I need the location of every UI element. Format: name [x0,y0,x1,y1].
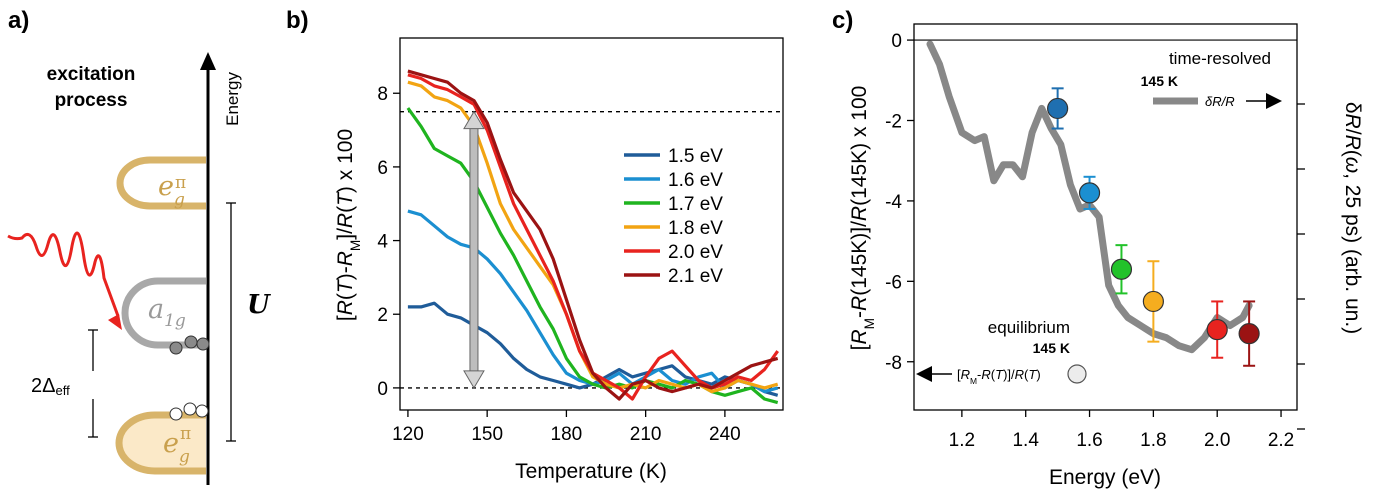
upper-eg-level [116,156,206,210]
y-tick-label: 4 [377,232,388,253]
upper-eg-superscript: π [175,173,186,193]
upper-eg-symbol: eg [158,171,185,210]
y-axis-label-right-c: δR/R(ω, 25 ps) (arb. un.) [1341,102,1364,334]
x-tick-label: 120 [392,424,424,445]
y-tick-label: -2 [885,112,902,133]
y-ticks-b: 0 2 4 6 8 [377,84,400,400]
data-point [1078,182,1101,204]
x-tick-label: 1.2 [949,430,975,451]
y-tick-label: 8 [377,84,388,105]
hole-empty [195,404,209,418]
time-resolved-temp: 145 K [1141,73,1178,89]
light-pulse-icon [7,231,120,317]
hole-empty [169,407,183,421]
x-axis-label-c: Energy (eV) [1049,466,1161,489]
y-axis-label-left-c: [RM-R(145K)]/R(145K) x 100 [848,86,877,351]
y-tick-label: 2 [377,305,388,326]
light-pulse-arrowhead [108,314,122,330]
reference-lines-b [400,110,783,389]
panel-a: a) excitation process Energy eg π a1g eg… [7,7,271,485]
data-point [1206,318,1228,341]
energy-axis-label: Energy [223,72,242,126]
panel-c: c) 1.2 1.4 1.6 1.8 2.0 2.2 0 -2 -4 -6 -8 time-res… [832,7,1364,489]
panel-c-label: c) [832,7,853,34]
series-line [407,69,779,401]
a1g-level [121,277,206,349]
points-legend-marker [1067,364,1087,384]
legend-label: 1.6 eV [668,170,723,191]
data-point [1238,323,1260,345]
arrow-head-up [463,110,485,130]
right-ticks-c [1297,103,1305,430]
y-tick-label: -6 [885,272,902,293]
arrow-head-down [463,370,485,389]
time-resolved-label: time-resolved [1169,49,1271,68]
panel-b-label: b) [286,7,309,34]
x-tick-label: 210 [630,424,662,445]
electron-filled [184,335,198,349]
lower-eg-superscript: π [180,424,191,444]
legend-label: 2.1 eV [668,266,723,287]
gap-label: 2Δeff [31,375,70,398]
x-tick-label: 2.0 [1204,430,1230,451]
double-arrow-b [463,110,485,389]
a1g-symbol: a1g [148,294,186,331]
points-group-c [1047,87,1260,367]
y-tick-label: -8 [885,353,902,374]
data-point [1047,97,1069,120]
process-title-line2: process [55,90,128,111]
arrow-shaft [469,127,479,373]
legend-label: 1.7 eV [668,194,723,215]
hole-empty [183,402,197,416]
lower-eg-symbol: eg [163,428,190,467]
plot-frame-b [399,37,784,411]
plot-frame-c [913,23,1298,411]
trace-line [926,40,1253,354]
legend-label: 1.8 eV [668,218,723,239]
lower-eg-level [115,411,206,475]
y-tick-label: 0 [891,31,902,52]
electron-filled [169,341,183,355]
process-title-line1: excitation [47,64,136,85]
y-tick-label: 6 [377,158,388,179]
data-point [1142,290,1164,313]
y-tick-label: 0 [377,379,388,400]
lower-eg-fill [119,415,206,471]
panel-a-label: a) [8,7,29,34]
x-tick-label: 150 [471,424,503,445]
x-tick-label: 240 [709,424,741,445]
equilibrium-temp: 145 K [1033,340,1070,356]
legend-label: 2.0 eV [668,242,723,263]
legend-label: 1.5 eV [668,146,723,167]
y-ticks-c: 0 -2 -4 -6 -8 [885,31,914,374]
x-axis-label-b: Temperature (K) [515,460,667,483]
y-axis-label-b: [R(T)-RM]/R(T) x 100 [334,129,363,321]
panel-b: b) 120 150 180 210 240 0 2 4 6 8 1.5 eV 1.6 eV 1.7… [286,7,784,483]
points-legend-label: [RM-R(T)]/R(T) [957,367,1041,386]
x-ticks-b: 120 150 180 210 240 [392,410,741,445]
y-tick-label: -4 [885,192,902,213]
x-tick-label: 2.2 [1268,430,1294,451]
u-label: U [247,290,271,320]
legend-b: 1.5 eV 1.6 eV 1.7 eV 1.8 eV 2.0 eV 2.1 eV [624,146,723,287]
equilibrium-label: equilibrium [988,318,1070,337]
trace-legend-label: δR/R [1205,94,1235,109]
x-tick-label: 1.4 [1012,430,1039,451]
x-ticks-c: 1.2 1.4 1.6 1.8 2.0 2.2 [949,410,1294,451]
electron-filled [196,337,210,351]
x-tick-label: 1.6 [1076,430,1102,451]
x-tick-label: 180 [551,424,583,445]
x-tick-label: 1.8 [1140,430,1166,451]
data-point [1110,258,1133,280]
energy-axis-arrowhead [200,52,216,70]
trace-group-c [926,40,1253,354]
